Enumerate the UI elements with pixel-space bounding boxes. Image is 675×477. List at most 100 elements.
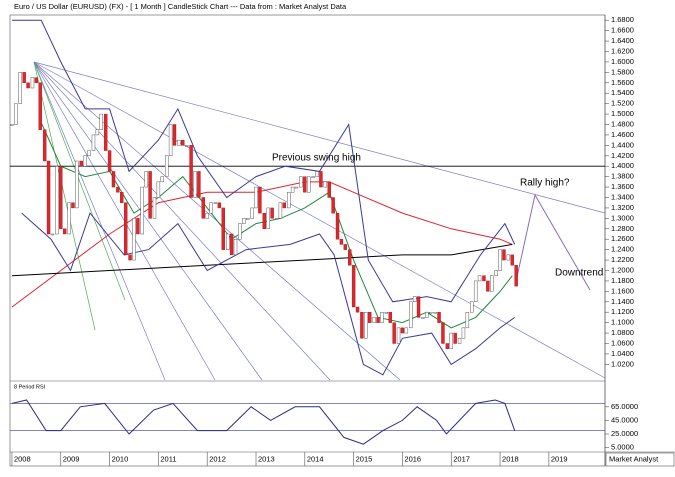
candle (217, 202, 222, 209)
x-tick-label: 2015 (356, 454, 373, 463)
candle (50, 233, 55, 236)
candle (274, 218, 279, 220)
y-tick-label: 1.5400 (611, 88, 634, 97)
rsi-line (11, 399, 516, 445)
candle (343, 244, 348, 250)
candle (498, 249, 502, 271)
candle (233, 239, 238, 256)
candle (339, 239, 344, 245)
candle (213, 202, 218, 204)
candle (181, 139, 185, 146)
candle (457, 338, 462, 344)
y-tick-label: 1.2800 (611, 224, 634, 233)
candle (470, 301, 474, 313)
annotation: Rally high? (520, 178, 570, 189)
y-tick-label: 1.5000 (611, 109, 634, 118)
candle (193, 171, 197, 198)
candle (67, 202, 71, 235)
y-tick-label: 1.1400 (611, 297, 634, 306)
candle (433, 312, 437, 314)
candle (278, 202, 283, 219)
candle (71, 202, 75, 209)
candle (282, 202, 287, 209)
y-tick-label: 1.3000 (611, 213, 634, 222)
candle (323, 181, 328, 188)
indicator-line (12, 19, 516, 303)
y-tick-label: 1.1000 (611, 318, 634, 327)
y-tick-label: 1.5600 (611, 78, 634, 87)
y-tick-label: 1.4200 (611, 151, 634, 160)
annotation: Downtrend (555, 268, 603, 279)
candle (486, 280, 490, 292)
candle (327, 181, 331, 198)
candle (111, 171, 116, 188)
candle (59, 166, 63, 229)
candle (103, 113, 108, 151)
rsi-title: 8 Period RSI (14, 384, 46, 390)
fan-line (33, 61, 606, 214)
candle (290, 186, 295, 193)
fan-line (33, 61, 126, 301)
candle (380, 312, 384, 323)
candle (388, 312, 392, 323)
x-tick-label: 2012 (209, 454, 226, 463)
y-tick-label: 1.3600 (611, 182, 634, 191)
candle (400, 327, 405, 334)
y-tick-label: 1.1200 (611, 307, 634, 316)
indicator-line (11, 243, 513, 277)
candle (136, 218, 140, 235)
fan-line (33, 61, 263, 381)
candle (205, 212, 209, 219)
candle (250, 207, 254, 219)
y-tick-label: 1.4000 (611, 161, 634, 170)
candle (307, 176, 311, 193)
candle (26, 82, 30, 89)
y-tick-label: 1.3200 (611, 203, 634, 212)
candle (209, 202, 213, 214)
y-tick-label: 1.4800 (611, 119, 634, 128)
y-tick-label: 1.2000 (611, 265, 634, 274)
candle (287, 192, 291, 209)
candle (242, 218, 246, 224)
candle (132, 218, 136, 261)
candle (372, 317, 376, 323)
candle (148, 171, 152, 219)
x-tick-label: 2011 (160, 454, 176, 463)
candle (164, 155, 169, 177)
candle (482, 275, 486, 282)
candle (396, 327, 401, 344)
candle (46, 160, 51, 235)
candle (502, 249, 506, 261)
candle (83, 155, 87, 167)
candle (38, 82, 42, 130)
candle (425, 312, 429, 318)
candle (490, 275, 494, 292)
candle (441, 322, 445, 344)
y-tick-label: 1.0400 (611, 349, 634, 358)
x-tick-label: 2016 (404, 454, 421, 463)
candle (87, 150, 91, 156)
candle (34, 77, 39, 83)
candle (225, 233, 230, 250)
fan-line (33, 61, 331, 381)
candle (376, 317, 380, 323)
candle (299, 176, 303, 188)
candle (384, 312, 389, 314)
y-tick-label: 1.6800 (611, 15, 634, 24)
candle (461, 327, 466, 339)
candle (107, 150, 112, 172)
candle (494, 270, 498, 276)
candle (140, 186, 144, 235)
x-tick-label: 2009 (63, 454, 80, 463)
candle (229, 233, 234, 256)
candle (120, 192, 124, 203)
candle (91, 134, 96, 151)
y-tick-label: 1.4400 (611, 140, 634, 149)
x-tick-label: 2019 (551, 454, 568, 463)
candle (128, 254, 132, 261)
x-tick-label: 2008 (14, 454, 31, 463)
candle (160, 176, 164, 183)
y-tick-label: 1.0600 (611, 338, 634, 347)
candle (473, 280, 478, 302)
